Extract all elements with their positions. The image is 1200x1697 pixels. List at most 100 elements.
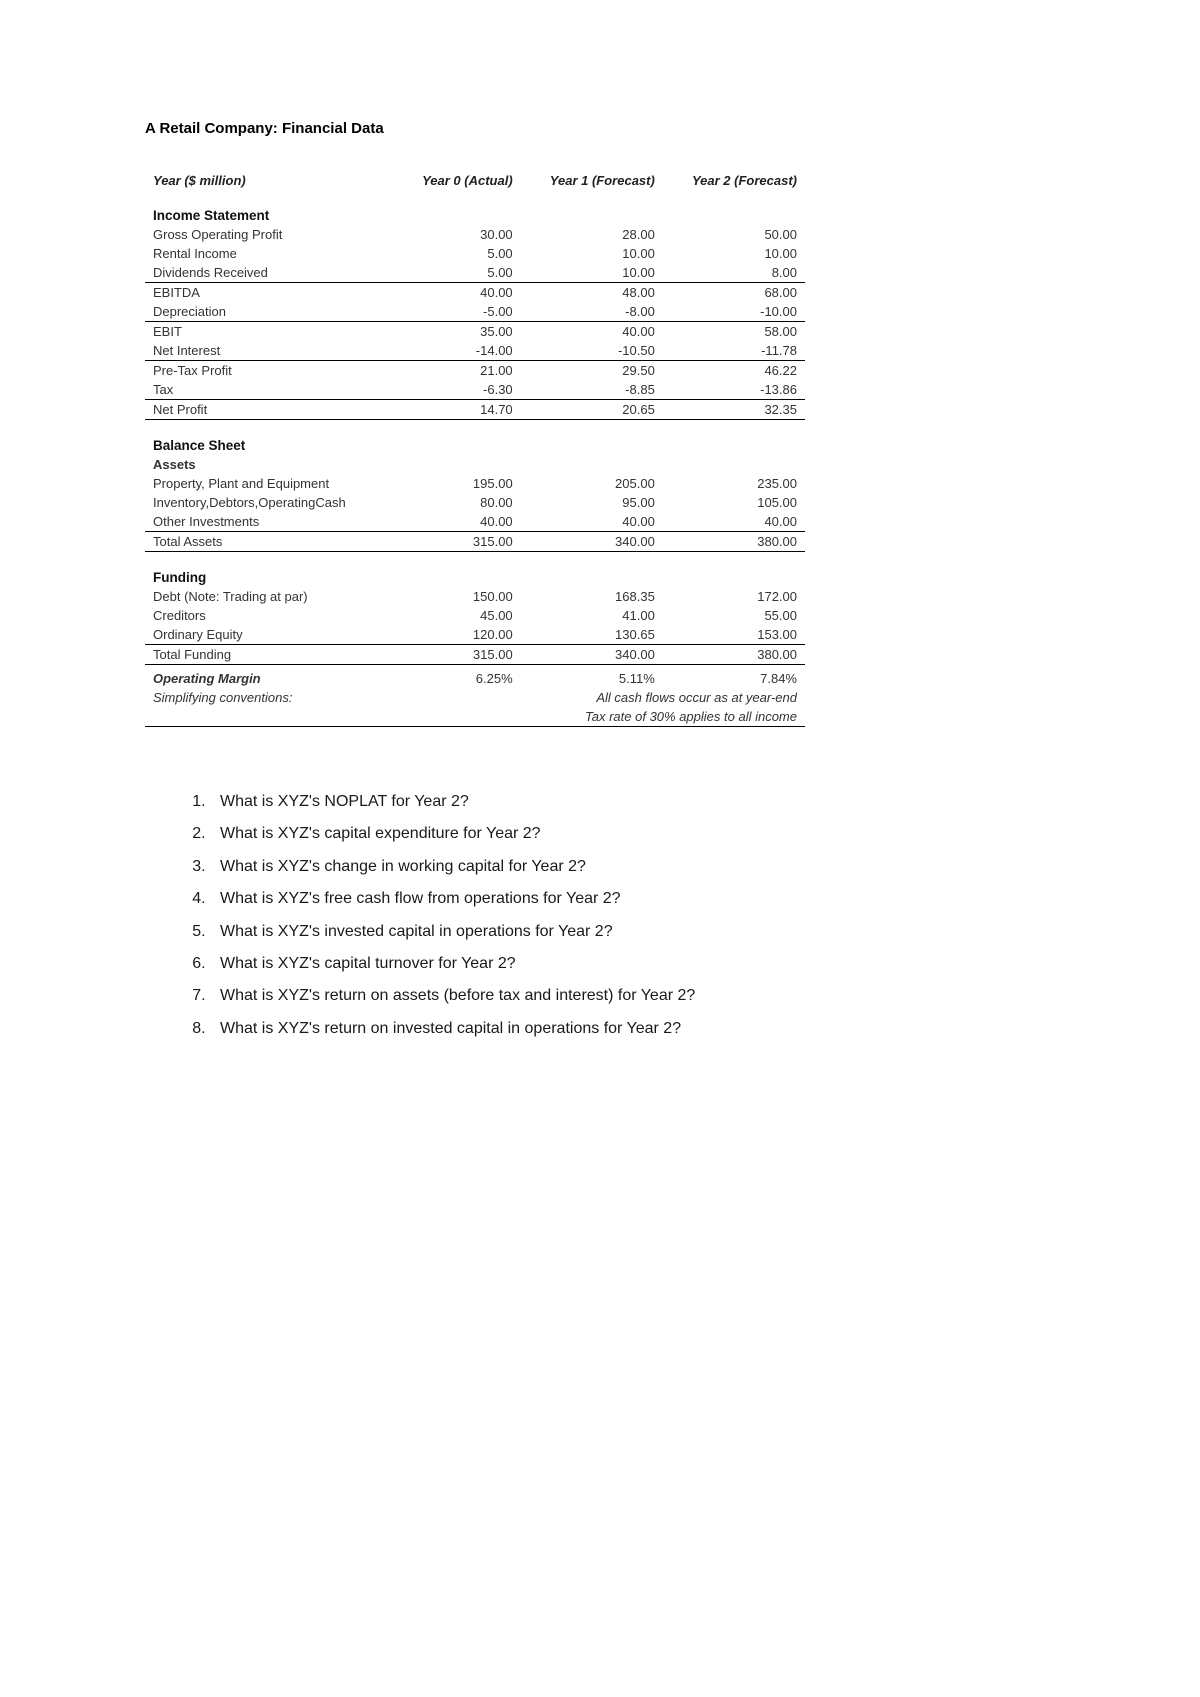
- table-row: Pre-Tax Profit21.0029.5046.22: [145, 361, 805, 381]
- cell-y1: 40.00: [521, 512, 663, 532]
- cell-y1: -8.00: [521, 302, 663, 322]
- row-label: Debt (Note: Trading at par): [145, 587, 379, 606]
- cell-y2: 235.00: [663, 474, 805, 493]
- section-header-label: Income Statement: [145, 192, 805, 225]
- page-title: A Retail Company: Financial Data: [145, 120, 1055, 137]
- header-year-1: Year 1 (Forecast): [521, 169, 663, 192]
- cell-y1: 48.00: [521, 283, 663, 303]
- cell-y2: -10.00: [663, 302, 805, 322]
- subsection-header-row: Assets: [145, 455, 805, 474]
- assets-header-label: Assets: [145, 455, 805, 474]
- row-label: Depreciation: [145, 302, 379, 322]
- table-row: Property, Plant and Equipment195.00205.0…: [145, 474, 805, 493]
- table-row: Gross Operating Profit30.0028.0050.00: [145, 225, 805, 244]
- row-label: Net Profit: [145, 400, 379, 420]
- row-label: EBITDA: [145, 283, 379, 303]
- cell-y1: 340.00: [521, 532, 663, 552]
- cell-y1: -8.85: [521, 380, 663, 400]
- cell-y2: 40.00: [663, 512, 805, 532]
- cell-y2: 172.00: [663, 587, 805, 606]
- conventions-line-2: Tax rate of 30% applies to all income: [379, 707, 805, 727]
- operating-margin-y2: 7.84%: [663, 665, 805, 689]
- question-item: What is XYZ's change in working capital …: [210, 852, 1055, 882]
- cell-y1: 168.35: [521, 587, 663, 606]
- table-row: Tax-6.30-8.85-13.86: [145, 380, 805, 400]
- table-row: EBIT35.0040.0058.00: [145, 322, 805, 342]
- operating-margin-y1: 5.11%: [521, 665, 663, 689]
- cell-y1: 10.00: [521, 263, 663, 283]
- cell-y1: 130.65: [521, 625, 663, 645]
- cell-y2: 55.00: [663, 606, 805, 625]
- cell-y0: 21.00: [379, 361, 521, 381]
- cell-y2: -11.78: [663, 341, 805, 361]
- row-label: Total Funding: [145, 645, 379, 665]
- table-row: Total Funding315.00340.00380.00: [145, 645, 805, 665]
- row-label: Rental Income: [145, 244, 379, 263]
- question-item: What is XYZ's capital turnover for Year …: [210, 949, 1055, 979]
- cell-y0: 315.00: [379, 532, 521, 552]
- question-item: What is XYZ's return on invested capital…: [210, 1014, 1055, 1044]
- cell-y2: 380.00: [663, 532, 805, 552]
- table-header-row: Year ($ million) Year 0 (Actual) Year 1 …: [145, 169, 805, 192]
- question-item: What is XYZ's free cash flow from operat…: [210, 884, 1055, 914]
- row-label: EBIT: [145, 322, 379, 342]
- table-row: Inventory,Debtors,OperatingCash80.0095.0…: [145, 493, 805, 512]
- table-row: Ordinary Equity120.00130.65153.00: [145, 625, 805, 645]
- cell-y2: 8.00: [663, 263, 805, 283]
- cell-y2: 10.00: [663, 244, 805, 263]
- cell-y1: 95.00: [521, 493, 663, 512]
- question-item: What is XYZ's return on assets (before t…: [210, 981, 1055, 1011]
- conventions-line-1: All cash flows occur as at year-end: [379, 688, 805, 707]
- cell-y2: 153.00: [663, 625, 805, 645]
- cell-y0: 315.00: [379, 645, 521, 665]
- operating-margin-label: Operating Margin: [145, 665, 379, 689]
- question-item: What is XYZ's invested capital in operat…: [210, 917, 1055, 947]
- table-row: Dividends Received5.0010.008.00: [145, 263, 805, 283]
- cell-y2: 380.00: [663, 645, 805, 665]
- cell-y1: -10.50: [521, 341, 663, 361]
- conventions-row: Simplifying conventions:All cash flows o…: [145, 688, 805, 707]
- cell-y1: 28.00: [521, 225, 663, 244]
- section-header-row: Funding: [145, 552, 805, 588]
- financial-data-table: Year ($ million) Year 0 (Actual) Year 1 …: [145, 169, 805, 727]
- row-label: Net Interest: [145, 341, 379, 361]
- cell-y2: 58.00: [663, 322, 805, 342]
- table-row: Net Profit14.7020.6532.35: [145, 400, 805, 420]
- conventions-label: Simplifying conventions:: [145, 688, 379, 707]
- cell-y1: 20.65: [521, 400, 663, 420]
- cell-y1: 41.00: [521, 606, 663, 625]
- cell-y0: 5.00: [379, 263, 521, 283]
- cell-y2: 50.00: [663, 225, 805, 244]
- cell-y0: 45.00: [379, 606, 521, 625]
- row-label: Ordinary Equity: [145, 625, 379, 645]
- question-item: What is XYZ's NOPLAT for Year 2?: [210, 787, 1055, 817]
- row-label: Tax: [145, 380, 379, 400]
- table-row: Rental Income5.0010.0010.00: [145, 244, 805, 263]
- table-row: Other Investments40.0040.0040.00: [145, 512, 805, 532]
- header-year-0: Year 0 (Actual): [379, 169, 521, 192]
- table-row: Debt (Note: Trading at par)150.00168.351…: [145, 587, 805, 606]
- cell-y2: -13.86: [663, 380, 805, 400]
- cell-y0: 195.00: [379, 474, 521, 493]
- table-row: Net Interest-14.00-10.50-11.78: [145, 341, 805, 361]
- cell-y1: 29.50: [521, 361, 663, 381]
- table-row: EBITDA40.0048.0068.00: [145, 283, 805, 303]
- operating-margin-row: Operating Margin6.25%5.11%7.84%: [145, 665, 805, 689]
- cell-y2: 46.22: [663, 361, 805, 381]
- cell-y0: 40.00: [379, 512, 521, 532]
- section-header-row: Balance Sheet: [145, 420, 805, 456]
- cell-y1: 40.00: [521, 322, 663, 342]
- section-header-label: Funding: [145, 552, 805, 588]
- header-year-2: Year 2 (Forecast): [663, 169, 805, 192]
- conventions-empty-label: [145, 707, 379, 727]
- cell-y1: 205.00: [521, 474, 663, 493]
- row-label: Property, Plant and Equipment: [145, 474, 379, 493]
- row-label: Other Investments: [145, 512, 379, 532]
- header-year-label: Year ($ million): [145, 169, 379, 192]
- cell-y2: 105.00: [663, 493, 805, 512]
- cell-y2: 32.35: [663, 400, 805, 420]
- row-label: Dividends Received: [145, 263, 379, 283]
- cell-y1: 340.00: [521, 645, 663, 665]
- conventions-row: Tax rate of 30% applies to all income: [145, 707, 805, 727]
- row-label: Inventory,Debtors,OperatingCash: [145, 493, 379, 512]
